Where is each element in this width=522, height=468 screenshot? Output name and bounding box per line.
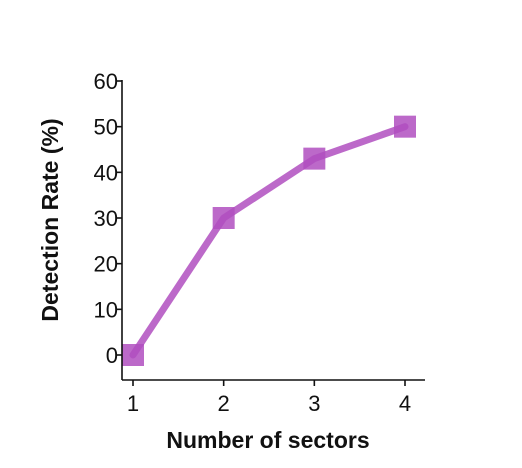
data-point-marker bbox=[122, 344, 144, 366]
series-layer bbox=[122, 115, 416, 366]
x-tick-label: 4 bbox=[399, 391, 411, 416]
y-tick-label: 50 bbox=[94, 115, 118, 140]
y-tick-label: 0 bbox=[106, 343, 118, 368]
data-point-marker bbox=[394, 115, 416, 138]
plot-area bbox=[122, 115, 416, 366]
series-line bbox=[129, 123, 409, 359]
y-axis-title: Detection Rate (%) bbox=[37, 118, 63, 321]
y-tick-label: 30 bbox=[94, 206, 118, 231]
x-tick-label: 3 bbox=[308, 391, 320, 416]
y-tick-label: 40 bbox=[94, 160, 118, 185]
x-axis-ticks: 1 2 3 4 bbox=[127, 380, 411, 416]
y-tick-label: 60 bbox=[94, 69, 118, 94]
x-axis-title: Number of sectors bbox=[166, 427, 369, 453]
data-point-marker bbox=[303, 147, 326, 170]
x-tick-label: 1 bbox=[127, 391, 139, 416]
y-tick-label: 20 bbox=[94, 252, 118, 277]
data-point-marker bbox=[212, 207, 235, 229]
y-axis-ticks: 0 10 20 30 40 50 60 bbox=[94, 69, 122, 368]
x-tick-label: 2 bbox=[218, 391, 230, 416]
y-tick-label: 10 bbox=[94, 297, 118, 322]
